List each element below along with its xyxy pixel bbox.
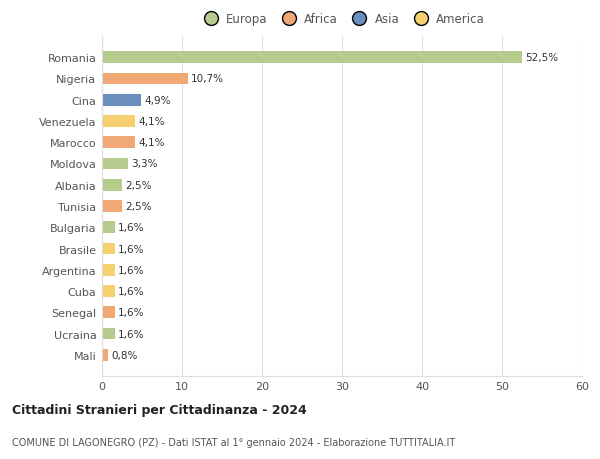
- Bar: [102, 307, 115, 319]
- Text: 1,6%: 1,6%: [118, 329, 145, 339]
- Text: 4,1%: 4,1%: [138, 138, 164, 148]
- Bar: [102, 179, 122, 191]
- Text: 3,3%: 3,3%: [131, 159, 158, 169]
- Text: 4,9%: 4,9%: [145, 95, 171, 106]
- Bar: [102, 201, 122, 213]
- Bar: [102, 222, 115, 234]
- Text: 0,8%: 0,8%: [112, 350, 138, 360]
- Text: 52,5%: 52,5%: [525, 53, 559, 63]
- Text: COMUNE DI LAGONEGRO (PZ) - Dati ISTAT al 1° gennaio 2024 - Elaborazione TUTTITAL: COMUNE DI LAGONEGRO (PZ) - Dati ISTAT al…: [12, 437, 455, 447]
- Text: 1,6%: 1,6%: [118, 286, 145, 297]
- Text: 2,5%: 2,5%: [125, 202, 152, 212]
- Bar: [102, 264, 115, 276]
- Text: 1,6%: 1,6%: [118, 244, 145, 254]
- Text: 4,1%: 4,1%: [138, 117, 164, 127]
- Text: Cittadini Stranieri per Cittadinanza - 2024: Cittadini Stranieri per Cittadinanza - 2…: [12, 403, 307, 416]
- Bar: [102, 158, 128, 170]
- Bar: [102, 95, 141, 106]
- Bar: [102, 116, 135, 128]
- Bar: [102, 349, 109, 361]
- Bar: [102, 73, 188, 85]
- Text: 2,5%: 2,5%: [125, 180, 152, 190]
- Bar: [102, 52, 522, 64]
- Bar: [102, 137, 135, 149]
- Bar: [102, 285, 115, 297]
- Legend: Europa, Africa, Asia, America: Europa, Africa, Asia, America: [194, 9, 490, 31]
- Text: 1,6%: 1,6%: [118, 308, 145, 318]
- Bar: [102, 328, 115, 340]
- Text: 10,7%: 10,7%: [191, 74, 224, 84]
- Text: 1,6%: 1,6%: [118, 223, 145, 233]
- Bar: [102, 243, 115, 255]
- Text: 1,6%: 1,6%: [118, 265, 145, 275]
